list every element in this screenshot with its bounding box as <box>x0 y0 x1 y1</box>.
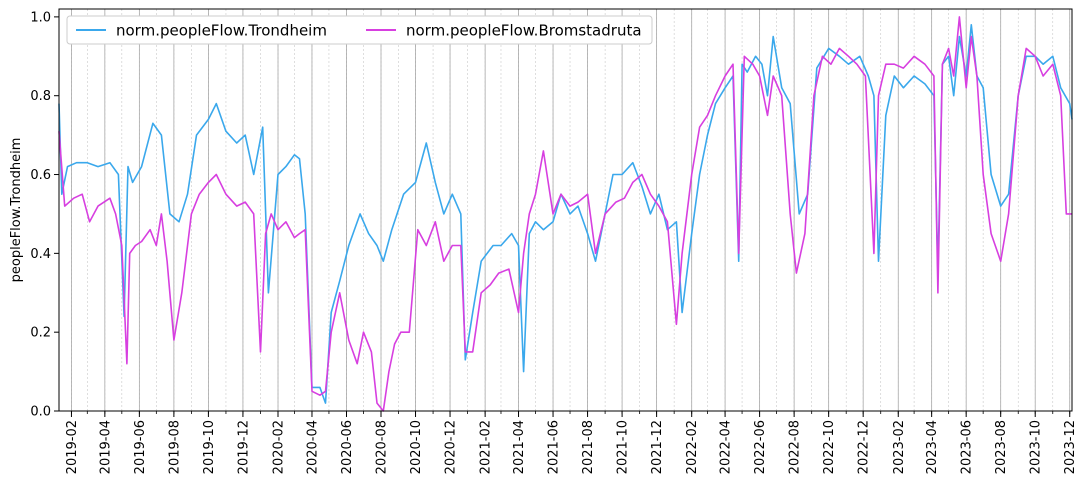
x-tick-label: 2023-10 <box>1029 420 1044 474</box>
x-tick-label: 2020-08 <box>375 420 390 474</box>
x-tick-label: 2020-10 <box>409 420 424 474</box>
x-tick-label: 2019-12 <box>236 420 251 474</box>
x-tick-label: 2021-04 <box>512 420 527 474</box>
x-tick-label: 2020-02 <box>272 420 287 474</box>
y-tick-label: 0.2 <box>30 326 51 341</box>
y-axis: 0.0 0.2 0.4 0.6 0.8 1.0 <box>30 10 59 420</box>
x-tick-label: 2022-02 <box>685 420 700 474</box>
x-tick-label: 2020-06 <box>340 420 355 474</box>
x-tick-label: 2020-12 <box>444 420 459 474</box>
x-tick-label: 2022-04 <box>719 420 734 474</box>
x-tick-label: 2019-06 <box>133 420 148 474</box>
y-tick-label: 0.6 <box>30 168 51 183</box>
x-tick-label: 2022-12 <box>857 420 872 474</box>
x-tick-label: 2023-02 <box>892 420 907 474</box>
x-tick-label: 2023-06 <box>960 420 975 474</box>
x-tick-label: 2019-08 <box>167 420 182 474</box>
series-line-bromstadruta <box>58 16 1072 412</box>
x-tick-label: 2020-04 <box>306 420 321 474</box>
y-tick-label: 0.0 <box>30 405 51 420</box>
x-tick-label: 2021-06 <box>547 420 562 474</box>
legend-box <box>66 15 653 45</box>
x-tick-label: 2021-08 <box>581 420 596 474</box>
legend-label-bromstadruta: norm.peopleFlow.Bromstadruta <box>406 22 642 40</box>
x-tick-label: 2023-12 <box>1063 420 1078 474</box>
x-tick-label: 2022-06 <box>753 420 768 474</box>
x-axis: 2019-02 2019-04 2019-06 2019-08 2019-10 2019-… <box>65 411 1078 474</box>
x-tick-label: 2023-08 <box>994 420 1009 474</box>
y-tick-label: 0.8 <box>30 89 51 104</box>
x-tick-label: 2021-02 <box>479 420 494 474</box>
x-tick-label: 2023-04 <box>925 420 940 474</box>
x-tick-label: 2021-10 <box>616 420 631 474</box>
grid <box>71 9 1071 411</box>
series-lines <box>58 16 1073 412</box>
plot-frame <box>58 8 1073 412</box>
legend: norm.peopleFlow.Trondheim norm.peopleFlo… <box>66 15 653 45</box>
y-tick-label: 0.4 <box>30 247 51 262</box>
x-tick-label: 2019-02 <box>65 420 80 474</box>
x-tick-label: 2022-08 <box>788 420 803 474</box>
x-tick-label: 2019-04 <box>98 420 113 474</box>
x-tick-label: 2022-10 <box>822 420 837 474</box>
legend-label-trondheim: norm.peopleFlow.Trondheim <box>116 22 327 40</box>
x-tick-label: 2019-10 <box>202 420 217 474</box>
x-tick-label: 2021-12 <box>650 420 665 474</box>
y-axis-label: peopleFlow.Trondheim <box>9 138 24 283</box>
y-tick-label: 1.0 <box>30 10 51 25</box>
series-line-trondheim <box>58 23 1073 404</box>
